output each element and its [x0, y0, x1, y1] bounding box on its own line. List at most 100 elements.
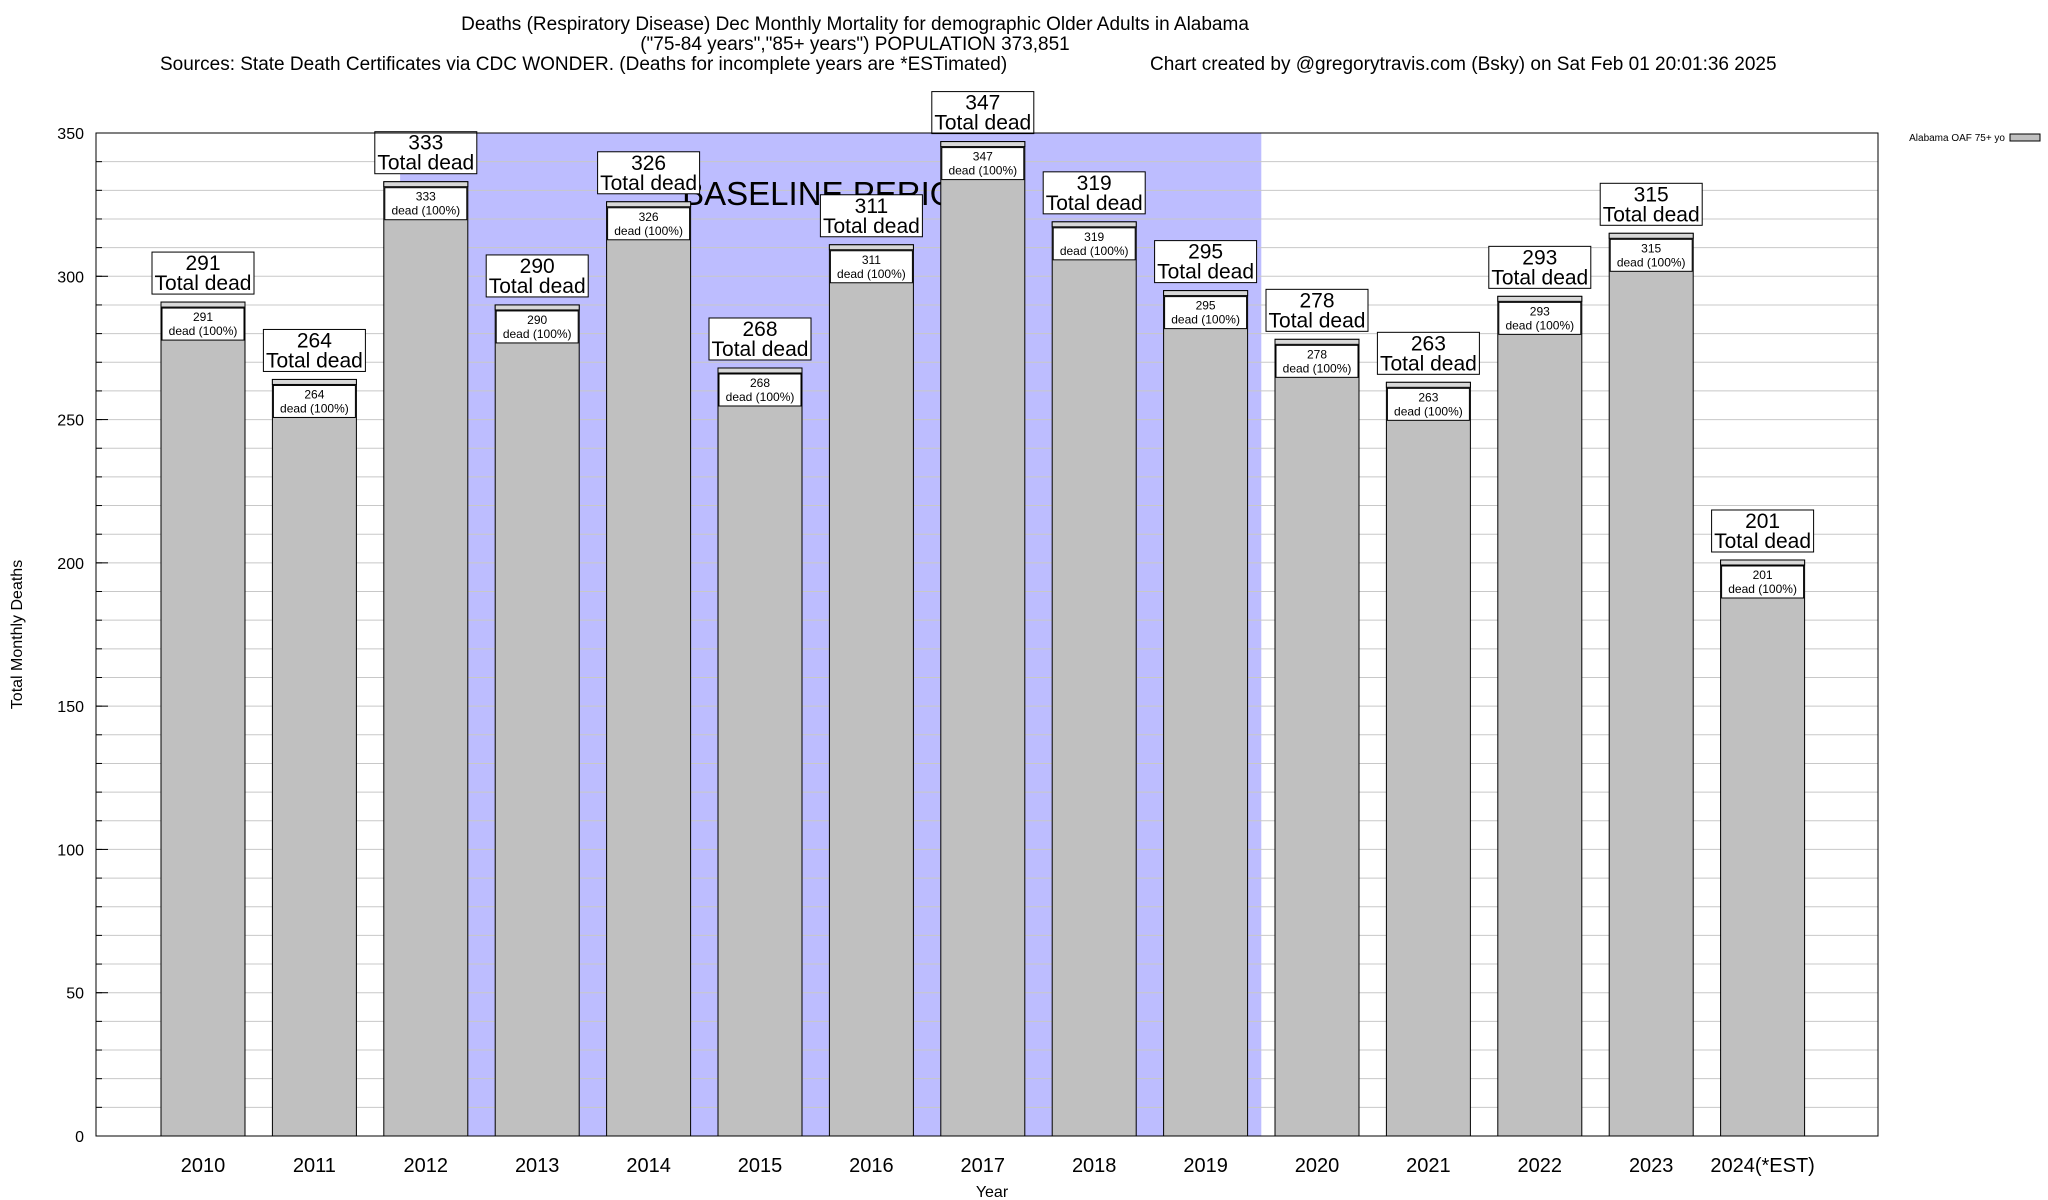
- bar-total-label-box: [151, 251, 255, 295]
- bar: [383, 181, 469, 1137]
- bar: [828, 244, 914, 1137]
- bar-total-label-box: [1042, 171, 1146, 215]
- bar-total-value: 347: [965, 92, 1000, 115]
- y-tick-label: 200: [57, 556, 84, 573]
- x-tick-label: 2020: [1295, 1155, 1340, 1177]
- bar-total-value: 264: [297, 329, 332, 352]
- bar: [1163, 290, 1249, 1137]
- bar-total-label-box: [374, 131, 478, 175]
- bar-total-value: 311: [855, 195, 888, 218]
- legend-swatch: [2009, 133, 2041, 142]
- bar-total-label-box: [931, 91, 1035, 135]
- bar-total-label-box: [1488, 245, 1592, 289]
- bar-inner-value: 295: [1196, 299, 1216, 313]
- bar-total-value: 295: [1188, 241, 1223, 264]
- bar-total-value: 263: [1411, 332, 1446, 355]
- bar-total-value: 315: [1634, 183, 1669, 206]
- bar-total-value: 290: [520, 255, 555, 278]
- bar-inner-percent: dead (100%): [1617, 255, 1686, 269]
- bar-total-text: Total dead: [1269, 309, 1366, 332]
- bar-total-label-box: [1711, 509, 1815, 553]
- x-tick-label: 2022: [1518, 1155, 1563, 1177]
- bar-inner-label-box: [272, 384, 356, 418]
- bar-inner-value: 326: [639, 210, 659, 224]
- x-tick-label: 2015: [738, 1155, 783, 1177]
- bar-inner-percent: dead (100%): [280, 401, 349, 415]
- bar: [1274, 338, 1360, 1137]
- bar-inner-value: 278: [1307, 347, 1327, 361]
- bar-total-label-box: [1265, 288, 1369, 332]
- bar-inner-value: 319: [1084, 230, 1104, 244]
- bar-cap: [160, 301, 246, 308]
- bar-total-text: Total dead: [600, 172, 697, 195]
- y-axis-label: Total Monthly Deaths: [9, 560, 26, 709]
- bar-total-value: 293: [1522, 246, 1557, 269]
- bar-inner-percent: dead (100%): [1060, 244, 1129, 258]
- bar-total-text: Total dead: [377, 152, 474, 175]
- bar-cap: [717, 367, 803, 374]
- x-tick-label: 2014: [626, 1155, 671, 1177]
- bar-inner-value: 333: [416, 190, 436, 204]
- bar-inner-label-box: [607, 207, 691, 241]
- plot-frame: [95, 132, 1879, 1137]
- bar-total-text: Total dead: [934, 112, 1031, 135]
- bar: [717, 367, 803, 1137]
- bar-inner-label-box: [384, 187, 468, 221]
- bar-inner-value: 290: [527, 313, 547, 327]
- bar-total-text: Total dead: [1380, 352, 1477, 375]
- bar-cap: [494, 304, 580, 311]
- bar-total-text: Total dead: [266, 349, 363, 372]
- bar-total-label-box: [1154, 240, 1258, 284]
- bar-cap: [1163, 290, 1249, 297]
- bar-inner-label-box: [1052, 227, 1136, 261]
- bar-cap: [1274, 338, 1360, 345]
- bar-inner-percent: dead (100%): [503, 327, 572, 341]
- x-tick-label: 2024(*EST): [1710, 1155, 1815, 1177]
- x-tick-label: 2023: [1629, 1155, 1674, 1177]
- bar-inner-label-box: [1275, 344, 1359, 378]
- bar-inner-label-box: [495, 310, 579, 344]
- bar-total-label-box: [1599, 182, 1703, 226]
- bar-inner-value: 201: [1753, 568, 1773, 582]
- bar-inner-label-box: [161, 307, 245, 341]
- bar-inner-percent: dead (100%): [726, 390, 795, 404]
- bar-inner-value: 315: [1641, 241, 1661, 255]
- bar: [606, 201, 692, 1137]
- bar-total-text: Total dead: [1714, 530, 1811, 553]
- y-tick-label: 300: [57, 269, 84, 286]
- bar-inner-value: 293: [1530, 304, 1550, 318]
- bar-total-text: Total dead: [1046, 192, 1143, 215]
- bar-cap: [1051, 221, 1137, 228]
- x-tick-label: 2010: [181, 1155, 226, 1177]
- bar-total-value: 333: [408, 132, 443, 155]
- x-tick-label: 2016: [849, 1155, 894, 1177]
- bar-inner-label-box: [718, 373, 802, 407]
- bar-inner-label-box: [1609, 238, 1693, 272]
- bar-inner-value: 263: [1418, 390, 1438, 404]
- bar: [1051, 221, 1137, 1137]
- chart-sources: Sources: State Death Certificates via CD…: [160, 54, 1008, 75]
- bar-cap: [271, 378, 357, 385]
- bar-inner-value: 291: [193, 310, 213, 324]
- bar: [160, 301, 246, 1137]
- chart-title: Deaths (Respiratory Disease) Dec Monthly…: [461, 14, 1249, 35]
- bar-total-value: 326: [631, 152, 666, 175]
- bar-total-text: Total dead: [489, 275, 586, 298]
- bar-cap: [1497, 295, 1583, 302]
- bar-total-value: 268: [742, 318, 777, 341]
- bar-inner-value: 268: [750, 376, 770, 390]
- bar-inner-label-box: [829, 250, 913, 284]
- bar-inner-label-box: [1386, 387, 1470, 421]
- bar-total-text: Total dead: [823, 215, 920, 238]
- bar: [1608, 232, 1694, 1137]
- bar-total-label-box: [819, 194, 923, 238]
- bar-total-label-box: [597, 151, 701, 195]
- bar-inner-label-box: [1498, 301, 1582, 335]
- bar-inner-label-box: [1164, 296, 1248, 330]
- bar-total-label-box: [1376, 331, 1480, 375]
- bar-inner-percent: dead (100%): [1505, 318, 1574, 332]
- x-tick-label: 2021: [1406, 1155, 1451, 1177]
- bar-total-value: 291: [185, 252, 220, 275]
- bar: [1385, 381, 1471, 1137]
